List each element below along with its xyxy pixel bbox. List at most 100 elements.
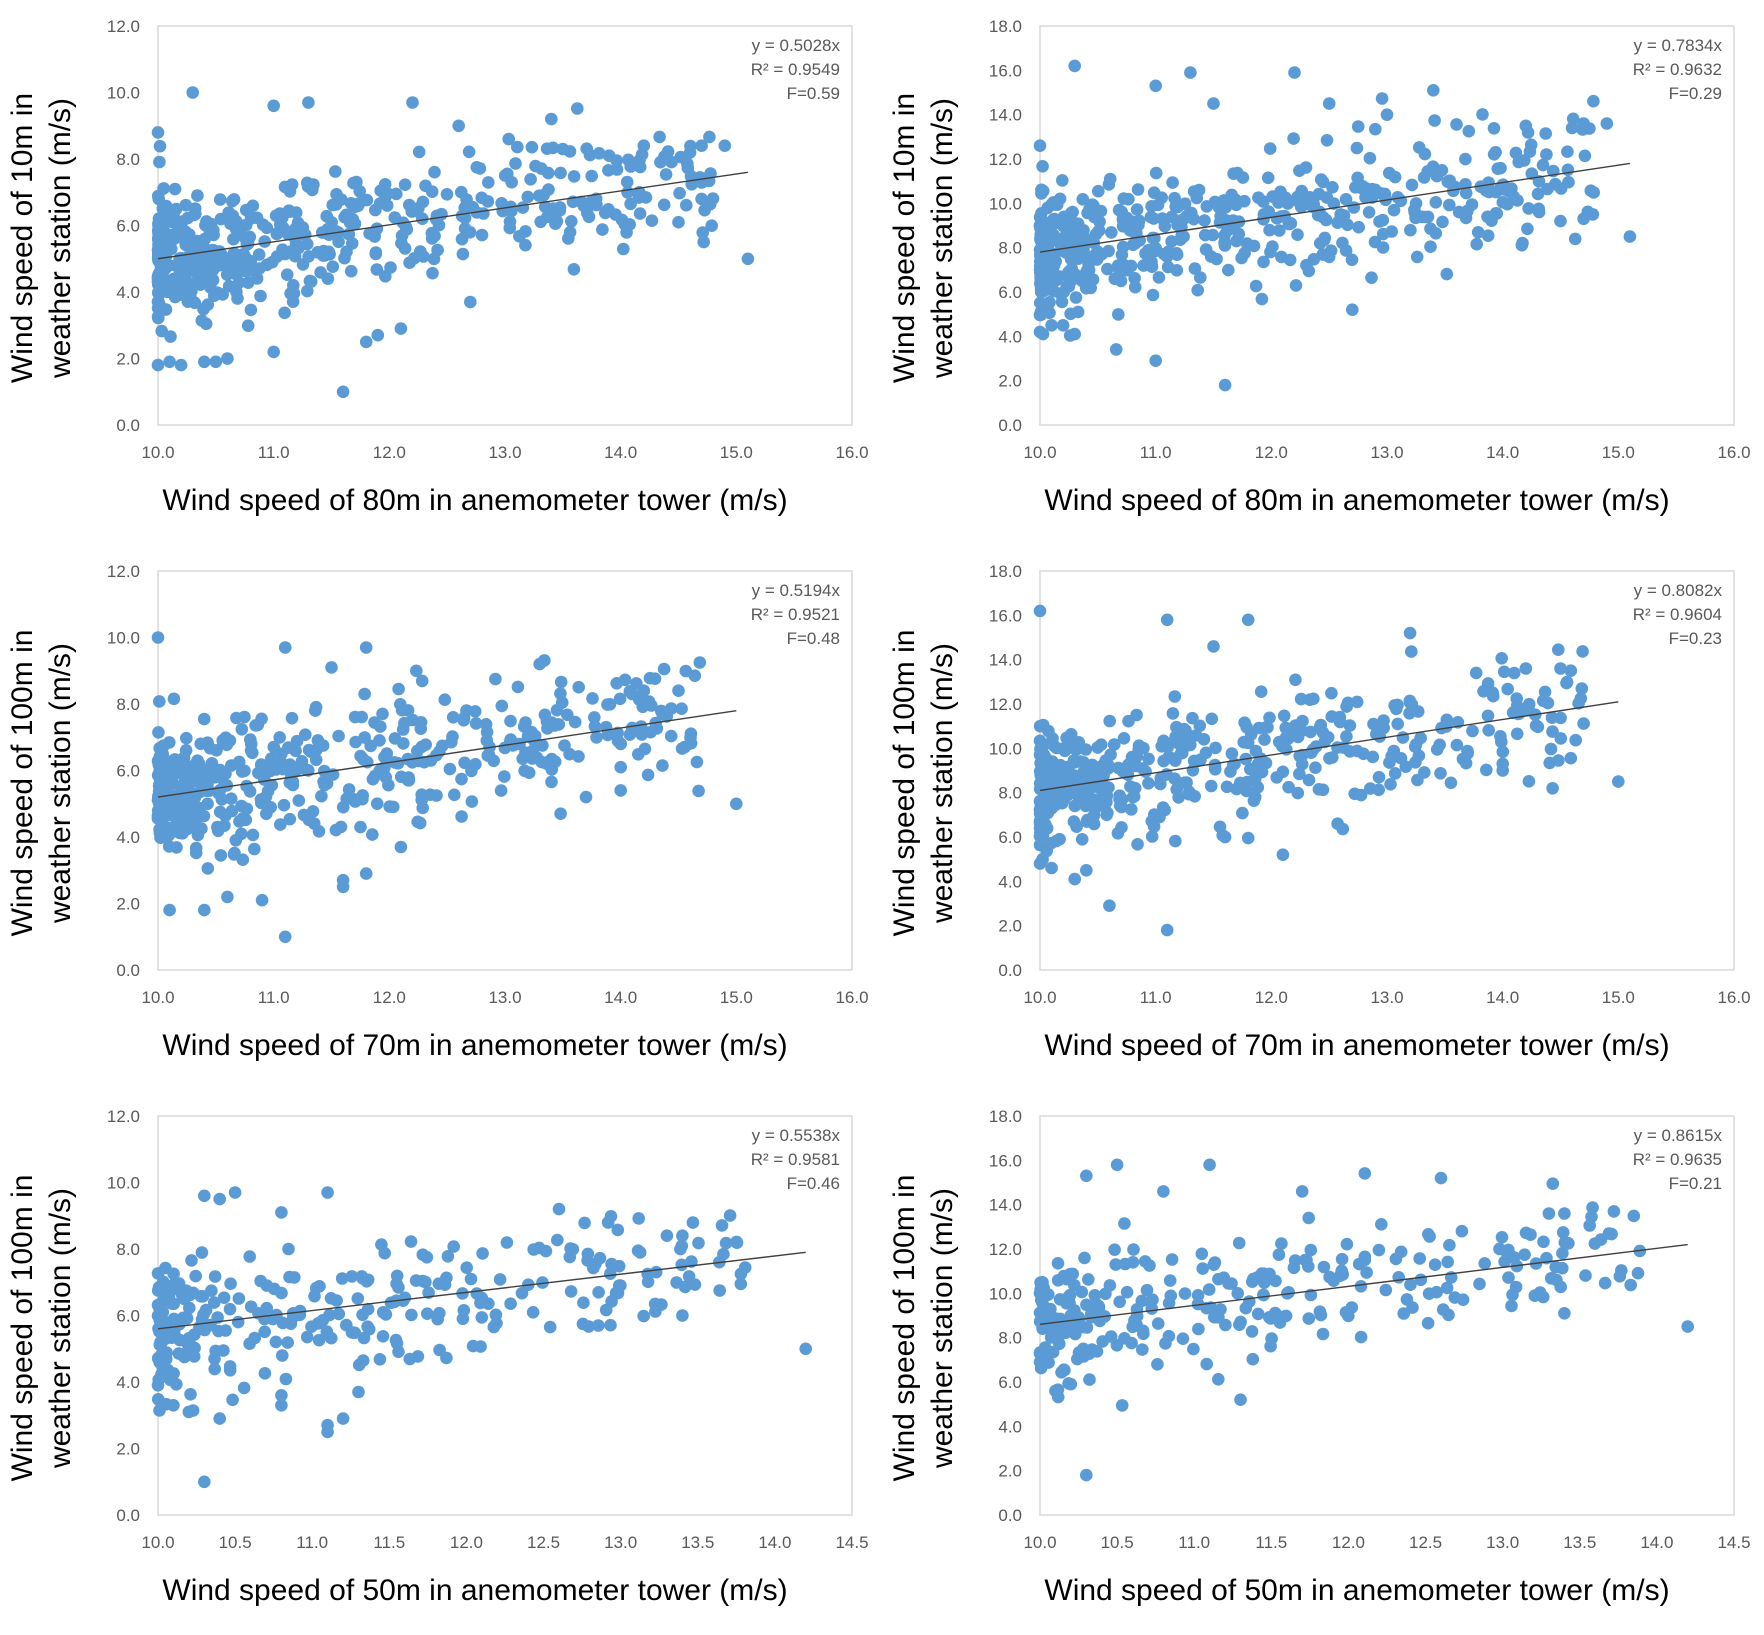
chart-4-data-point (1044, 761, 1057, 775)
chart-1-data-point (695, 192, 708, 206)
chart-5-data-point (398, 1291, 412, 1305)
chart-4-data-point (1294, 692, 1308, 706)
chart-1-data-point (280, 268, 294, 282)
chart-3-data-point (481, 749, 495, 762)
chart-4-trendline (1039, 701, 1619, 792)
chart-4-data-point (1414, 731, 1427, 745)
chart-2-data-point (1623, 230, 1637, 243)
chart-6-data-point (1115, 1399, 1129, 1412)
chart-3-data-point (151, 769, 165, 782)
chart-1-data-point (351, 199, 365, 213)
chart-2-data-point (1391, 191, 1404, 204)
chart-6-data-point (1202, 1283, 1216, 1296)
chart-3-svg: 10.0 11.0 12.0 13.0 14.0 15.0 16.0 0.0 2.0 4.0 6.0… (6, 562, 869, 1062)
chart-3-data-point (235, 799, 248, 813)
chart-5-x-tick-label: 12.0 (450, 1533, 483, 1552)
chart-3-data-point (152, 726, 165, 739)
chart-1-data-point (583, 148, 597, 162)
chart-1-data-point (455, 185, 468, 199)
chart-6-data-point (1245, 1325, 1259, 1338)
chart-1-data-point (338, 251, 351, 265)
chart-3-data-point (273, 731, 287, 744)
chart-6-data-point (1335, 1264, 1348, 1278)
chart-2-data-point (1491, 162, 1505, 175)
chart-3-data-point (230, 711, 243, 725)
chart-6-data-point (1440, 1281, 1454, 1295)
chart-1-y-tick-label: 12.0 (107, 17, 140, 36)
chart-2-data-point (1198, 214, 1211, 227)
chart-2-data-point (1565, 121, 1579, 135)
chart-4-data-point (1087, 817, 1101, 831)
chart-2-data-point (1261, 171, 1275, 185)
chart-4-data-point (1034, 767, 1048, 781)
chart-6-data-point (1358, 1167, 1372, 1180)
chart-3-data-point (152, 779, 166, 793)
chart-2-data-point (1287, 132, 1300, 145)
chart-2-data-point (1071, 305, 1085, 319)
chart-3-data-point (217, 735, 230, 748)
chart-2-data-point (1521, 222, 1534, 236)
chart-5-data-point (715, 1219, 729, 1232)
chart-4-data-point (1576, 645, 1589, 658)
chart-5-data-point (228, 1186, 242, 1199)
chart-4-data-point (1387, 744, 1401, 758)
chart-6-data-point (1080, 1169, 1093, 1183)
chart-3-data-point (359, 867, 373, 880)
chart-2-data-point (1071, 217, 1085, 231)
chart-5-data-point (151, 1379, 165, 1392)
chart-4-x-axis-title: Wind speed of 70m in anemometer tower (m… (1044, 1029, 1669, 1062)
chart-6-data-point (1080, 1321, 1094, 1334)
chart-6-data-point (1037, 1289, 1051, 1302)
chart-2-y-tick-label: 10.0 (989, 194, 1022, 213)
chart-2-data-point (1316, 175, 1330, 189)
chart-3-data-point (650, 722, 664, 735)
chart-3-data-point (545, 752, 558, 766)
chart-6-y-tick-label: 12.0 (989, 1240, 1022, 1259)
chart-2-data-point (1561, 145, 1574, 158)
chart-4-data-point (1204, 779, 1218, 793)
chart-2-data-point (1306, 192, 1320, 206)
chart-4-data-point (1199, 746, 1213, 760)
chart-2-data-point (1161, 260, 1175, 274)
chart-4-data-point (1142, 752, 1155, 766)
chart-2-y-tick-label: 16.0 (989, 61, 1022, 80)
chart-2-data-point (1532, 202, 1545, 216)
chart-4-data-point (1331, 817, 1344, 830)
chart-5-data-point (674, 1242, 687, 1256)
chart-5-y-tick-label: 6.0 (116, 1307, 140, 1326)
chart-6-data-point (1164, 1289, 1178, 1303)
chart-6-data-point (1108, 1243, 1121, 1256)
chart-5-data-point (154, 1337, 168, 1350)
chart-3-data-point (197, 809, 211, 823)
chart-2-data-point (1518, 154, 1531, 167)
chart-4-y-tick-label: 4.0 (998, 872, 1022, 891)
chart-4-data-point (1207, 640, 1220, 653)
chart-5-y-axis-title-line1: Wind speed of 100m in (6, 1175, 39, 1482)
chart-1-data-point (343, 216, 357, 229)
chart-4-data-point (1218, 830, 1232, 844)
chart-5-points (151, 1186, 812, 1489)
chart-6-data-point (1062, 1294, 1075, 1307)
chart-3-data-point (221, 890, 234, 904)
chart-3-data-point (205, 757, 219, 770)
chart-4-data-point (1075, 833, 1089, 846)
chart-5-data-point (447, 1240, 461, 1253)
chart-2-data-point (1112, 308, 1125, 321)
chart-5-data-point (487, 1320, 501, 1334)
chart-2-annotation-line: y = 0.7834x (1634, 36, 1723, 55)
chart-6-data-point (1598, 1276, 1612, 1290)
chart-3-data-point (614, 784, 627, 797)
chart-4-data-point (1057, 760, 1071, 774)
chart-6-data-point (1335, 1252, 1349, 1266)
chart-3-data-point (189, 841, 203, 855)
chart-1-data-point (502, 132, 515, 146)
chart-6-data-point (1049, 1384, 1062, 1398)
chart-3-data-point (610, 677, 623, 690)
chart-6-data-point (1051, 1257, 1065, 1270)
chart-4-data-point (1045, 861, 1058, 875)
chart-6-data-point (1558, 1236, 1572, 1249)
chart-4-data-point (1078, 790, 1092, 804)
chart-5-data-point (183, 1288, 197, 1302)
chart-4-data-point (1033, 838, 1047, 852)
chart-5-data-point (734, 1267, 748, 1281)
